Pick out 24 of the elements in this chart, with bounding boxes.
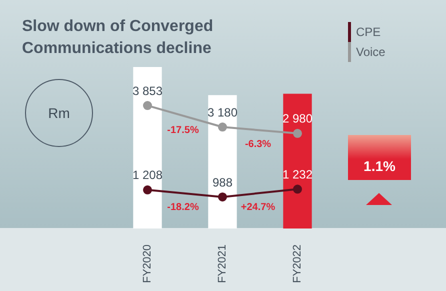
annotation: +24.7% — [240, 202, 276, 213]
legend-label: Voice — [356, 45, 386, 59]
data-label: 1 208 — [132, 168, 163, 182]
x-tick-label: FY2022 — [292, 244, 304, 284]
x-tick-label: FY2021 — [216, 244, 229, 284]
point — [143, 185, 152, 194]
annotation: -18.2% — [167, 202, 199, 214]
point — [293, 184, 302, 194]
point — [293, 128, 302, 138]
data-label: 2 980 — [282, 112, 313, 126]
annotation: -6.3% — [244, 138, 272, 150]
legend-label: CPE — [356, 25, 381, 39]
point — [143, 101, 152, 110]
data-label: 988 — [212, 175, 233, 190]
data-label: 1 232 — [282, 167, 313, 182]
point — [218, 122, 227, 132]
chart-title: Slow down of Converged Communications decline — [22, 17, 214, 59]
x-tick-label: FY2020 — [142, 244, 154, 284]
y-axis-title: Rm — [25, 79, 93, 147]
data-label: 3 180 — [207, 105, 238, 120]
point — [218, 192, 227, 202]
data-label: 3 853 — [132, 84, 163, 98]
text: 1.1% — [348, 135, 411, 180]
annotation: -17.5% — [167, 125, 199, 136]
